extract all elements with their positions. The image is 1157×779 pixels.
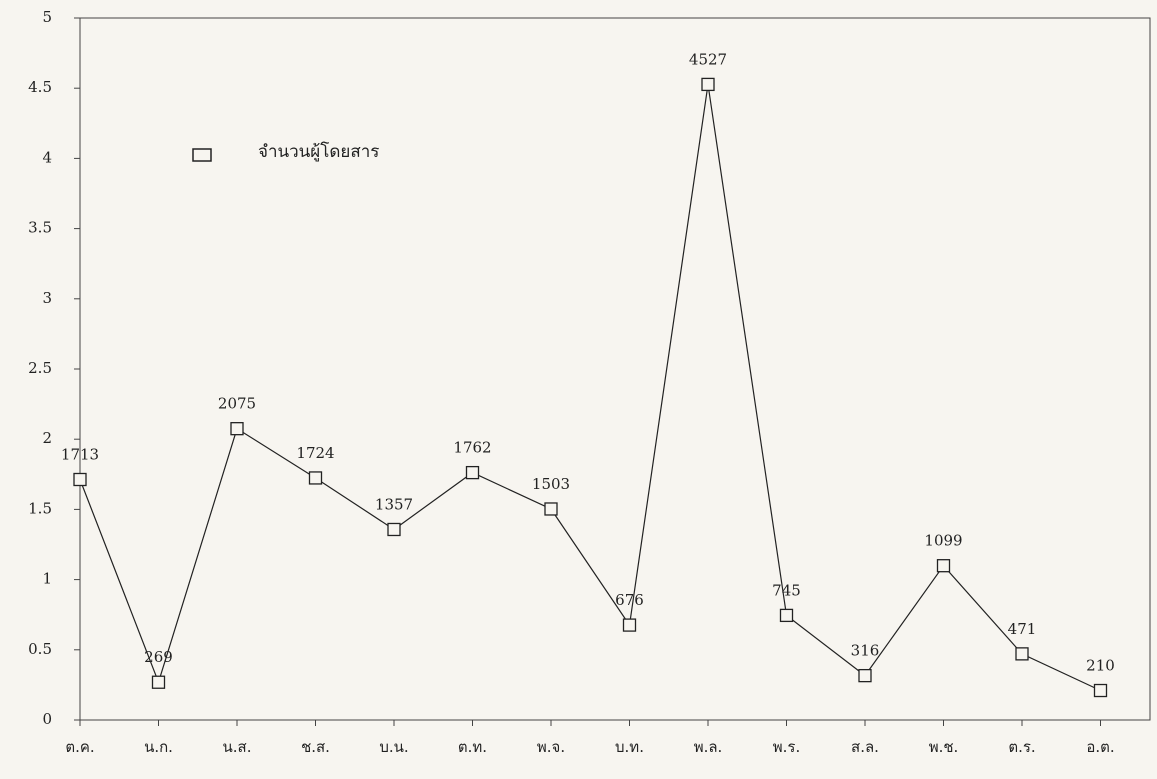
data-label: 676 — [615, 591, 644, 609]
point-marker — [387, 522, 401, 537]
data-label: 1713 — [61, 445, 99, 463]
y-tick-label: 1 — [42, 570, 52, 588]
point-marker — [230, 422, 244, 436]
data-label: 4527 — [689, 50, 727, 68]
x-tick-label: ต.ค. — [65, 738, 94, 756]
point-marker — [308, 471, 323, 485]
x-tick-label: บ.น. — [379, 738, 408, 756]
point-marker — [1093, 683, 1108, 698]
data-label: 1724 — [296, 444, 334, 462]
y-tick-label: 3.5 — [28, 219, 52, 237]
x-tick-label: น.ก. — [144, 738, 173, 756]
x-tick-label: ช.ส. — [301, 738, 330, 756]
y-tick-label: 4.5 — [28, 78, 52, 96]
legend-label: จำนวนผู้โดยสาร — [258, 141, 379, 162]
y-tick-label: 0 — [42, 710, 52, 728]
data-label: 1357 — [375, 495, 413, 513]
data-label: 210 — [1086, 657, 1115, 675]
point-marker — [858, 668, 872, 683]
data-label: 269 — [144, 648, 173, 666]
x-tick-label: ส.ล. — [851, 738, 879, 756]
x-tick-label: ต.ท. — [458, 738, 487, 756]
x-tick-label: พ.ช. — [929, 738, 959, 756]
data-label: 1503 — [532, 475, 570, 493]
point-marker — [465, 465, 480, 480]
y-tick-label: 2.5 — [28, 359, 52, 377]
point-marker — [622, 618, 637, 632]
point-marker — [936, 559, 951, 573]
data-label: 745 — [772, 581, 801, 599]
y-tick-label: 1.5 — [28, 499, 52, 517]
data-label: 2075 — [218, 395, 256, 413]
data-label: 316 — [851, 642, 880, 660]
y-tick-label: 2 — [42, 429, 52, 447]
point-marker — [151, 675, 166, 689]
x-tick-label: บ.ท. — [615, 738, 644, 756]
legend-marker — [192, 148, 212, 162]
x-tick-label: น.ส. — [223, 738, 252, 756]
y-tick-label: 0.5 — [28, 640, 52, 658]
x-tick-label: พ.จ. — [537, 738, 565, 756]
point-marker — [779, 608, 794, 623]
x-tick-label: พ.ร. — [773, 738, 800, 756]
y-tick-label: 5 — [42, 8, 52, 26]
y-tick-label: 3 — [42, 289, 52, 307]
point-marker — [1015, 647, 1029, 661]
point-marker — [701, 77, 715, 92]
data-label: 1099 — [924, 532, 962, 550]
x-tick-label: อ.ต. — [1086, 738, 1114, 756]
data-label: 1762 — [453, 439, 491, 457]
y-tick-label: 4 — [42, 148, 52, 166]
point-marker — [544, 502, 558, 516]
plot-frame — [79, 17, 1151, 721]
point-marker — [73, 472, 87, 487]
x-tick-label: พ.ล. — [694, 738, 723, 756]
data-label: 471 — [1008, 620, 1037, 638]
x-tick-label: ต.ร. — [1008, 738, 1035, 756]
series-line — [79, 84, 1101, 692]
